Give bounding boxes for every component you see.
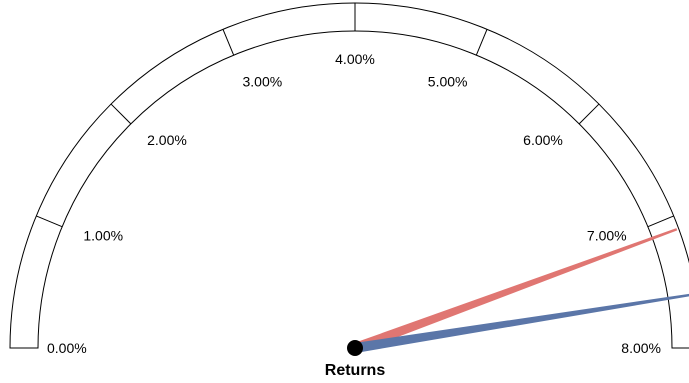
gauge-tick-label: 0.00% xyxy=(47,340,87,356)
gauge-needle xyxy=(353,228,678,353)
gauge-tick xyxy=(475,29,488,56)
gauge-tick-label: 5.00% xyxy=(428,73,468,89)
gauge-tick xyxy=(110,103,132,125)
gauge-tick xyxy=(36,215,63,228)
gauge-title: Returns xyxy=(325,362,386,379)
gauge-band xyxy=(9,2,689,349)
gauge-needles xyxy=(353,228,689,353)
gauge-tick-label: 2.00% xyxy=(147,132,187,148)
gauge-tick-label: 1.00% xyxy=(83,227,123,243)
gauge-ticks xyxy=(10,3,689,349)
gauge-tick-label: 3.00% xyxy=(242,73,282,89)
gauge-tick xyxy=(222,29,235,56)
gauge-tick-label: 6.00% xyxy=(523,132,563,148)
gauge-tick xyxy=(578,103,600,125)
gauge-needle xyxy=(354,293,689,353)
needle-pivot xyxy=(347,340,363,356)
gauge-tick-labels: 0.00% 1.00% 2.00% 3.00% 4.00% 5.00% 6.00% 7.00%… xyxy=(47,51,661,356)
gauge-tick-label: 4.00% xyxy=(335,51,375,67)
gauge-band-outline xyxy=(9,2,689,349)
gauge-tick-label: 7.00% xyxy=(587,227,627,243)
gauge-tick-label: 8.00% xyxy=(621,340,661,356)
gauge-tick xyxy=(647,215,674,228)
